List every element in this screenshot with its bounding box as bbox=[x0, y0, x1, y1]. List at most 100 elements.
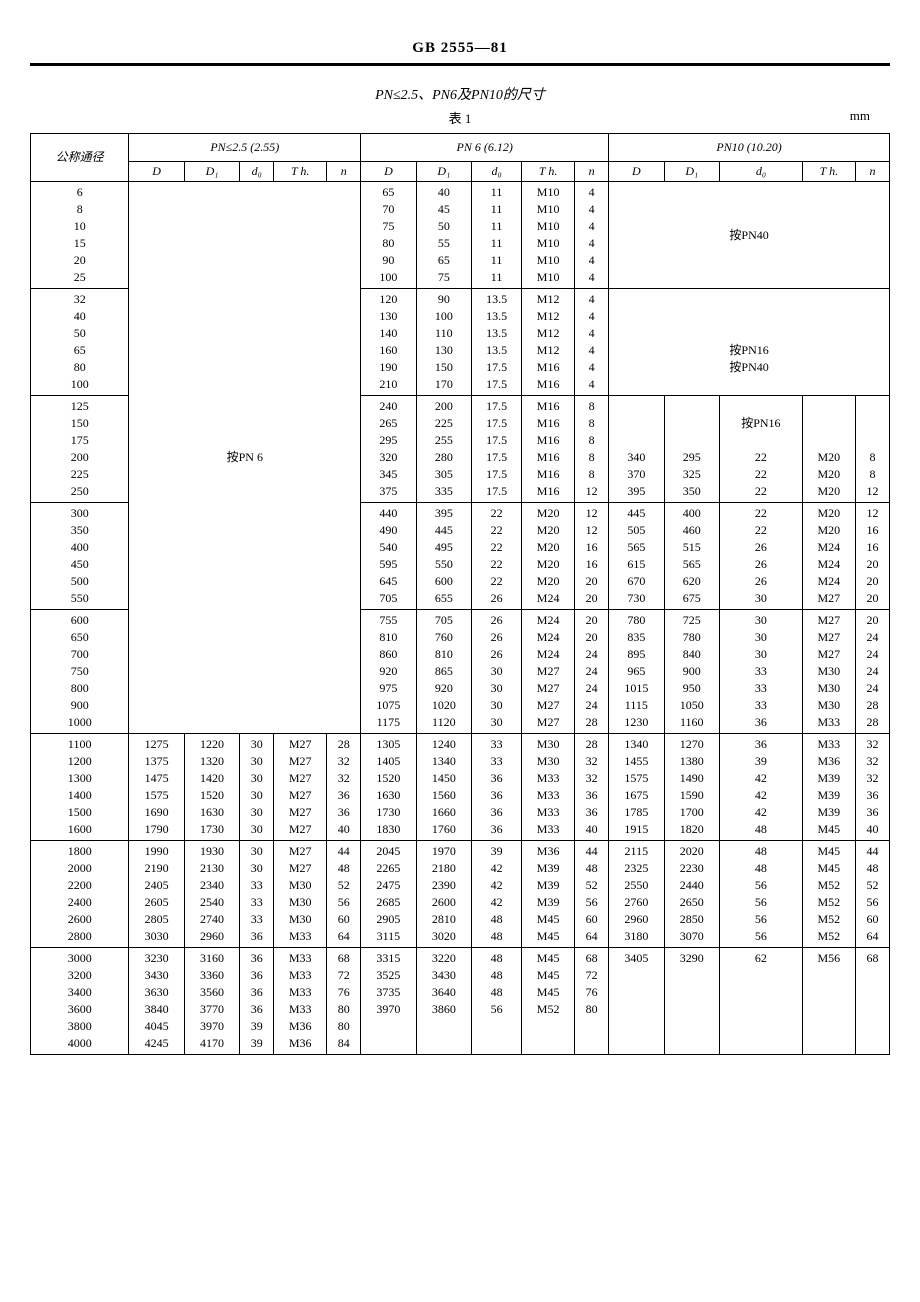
dn-cell: 180020002200240026002800 bbox=[31, 841, 129, 948]
table-row: 1100120013001400150016001275137514751575… bbox=[31, 734, 890, 841]
data-cell: 199021902405260528053030 bbox=[129, 841, 184, 948]
data-cell: 121616202020 bbox=[855, 503, 889, 610]
data-cell: 62 bbox=[719, 948, 802, 1055]
data-cell: 283232363640 bbox=[575, 734, 609, 841]
data-cell: 70576081086592010201120 bbox=[416, 610, 471, 734]
data-cell: 395445495550600655 bbox=[416, 503, 471, 610]
data-cell: 6570758090100 bbox=[361, 182, 416, 289]
data-cell: 127513751475157516901790 bbox=[129, 734, 184, 841]
h-D1: D₁ bbox=[184, 162, 239, 182]
h-n: n bbox=[855, 162, 889, 182]
dn-cell: 6810152025 bbox=[31, 182, 129, 289]
data-cell: 323034303630384040454245 bbox=[129, 948, 184, 1055]
h-Th: T h. bbox=[802, 162, 855, 182]
data-cell: 444852566064 bbox=[327, 841, 361, 948]
flange-table: 公称通径 PN≤2.5 (2.55) PN 6 (6.12) PN10 (10.… bbox=[30, 133, 890, 1055]
data-cell: 20242424242828 bbox=[855, 610, 889, 734]
data-cell: 440490540595645705 bbox=[361, 503, 416, 610]
data-cell: 363942424248 bbox=[719, 734, 802, 841]
data-cell: M45M45M45M52 bbox=[522, 948, 575, 1055]
dn-cell: 300350400450500550 bbox=[31, 503, 129, 610]
data-cell: 444852566064 bbox=[855, 841, 889, 948]
data-cell: M10M10M10M10M10M10 bbox=[522, 182, 575, 289]
data-cell: M20M20M24M24M24M27 bbox=[802, 503, 855, 610]
table-row: 6810152025按PN 66570758090100404550556575… bbox=[31, 182, 890, 289]
col-pn6: PN 6 (6.12) bbox=[361, 134, 609, 162]
data-cell: M27M27M27M27M27M27 bbox=[274, 734, 327, 841]
data-cell: 323232363640 bbox=[855, 734, 889, 841]
pn25-merged-note: 按PN 6 bbox=[129, 182, 361, 734]
table-row: 1800200022002400260028001990219024052605… bbox=[31, 841, 890, 948]
data-cell: 444444 bbox=[575, 289, 609, 396]
dn-cell: 110012001300140015001600 bbox=[31, 734, 129, 841]
data-cell: 445505565615670730 bbox=[609, 503, 664, 610]
h-D: D bbox=[361, 162, 416, 182]
h-D1: D₁ bbox=[664, 162, 719, 182]
data-cell: 26262630303030 bbox=[472, 610, 522, 734]
data-cell: M20M20M20 bbox=[802, 396, 855, 503]
data-cell: M45M45M52M52M52M52 bbox=[802, 841, 855, 948]
data-cell: 200225255280305335 bbox=[416, 396, 471, 503]
data-cell: 8812 bbox=[855, 396, 889, 503]
data-cell: M33M33M33M33M36M36 bbox=[274, 948, 327, 1055]
data-cell: M27M27M30M30M30M33 bbox=[274, 841, 327, 948]
data-cell: 72578084090095010501160 bbox=[664, 610, 719, 734]
data-cell: 111111111111 bbox=[472, 182, 522, 289]
data-cell: 303033333336 bbox=[240, 841, 274, 948]
unit-label: mm bbox=[850, 108, 870, 124]
pn10-note: 按PN16按PN40 bbox=[609, 289, 890, 396]
data-cell: 340370395 bbox=[609, 396, 664, 503]
h-n: n bbox=[575, 162, 609, 182]
data-cell: M12M12M12M12M16M16 bbox=[522, 289, 575, 396]
table-row: 3000320034003600380040003230343036303840… bbox=[31, 948, 890, 1055]
dn-cell: 125150175200225250 bbox=[31, 396, 129, 503]
data-cell: 3220343036403860 bbox=[416, 948, 471, 1055]
data-cell: 444444 bbox=[575, 182, 609, 289]
data-cell: 68727680 bbox=[575, 948, 609, 1055]
data-cell: 130514051520163017301830 bbox=[361, 734, 416, 841]
data-cell: 400460515565620675 bbox=[664, 503, 719, 610]
data-cell: M16M16M16M16M16M16 bbox=[522, 396, 575, 503]
data-cell: 127013801490159017001820 bbox=[664, 734, 719, 841]
data-cell: 75581086092097510751175 bbox=[361, 610, 416, 734]
data-cell: 48484856 bbox=[472, 948, 522, 1055]
data-cell: 484856565656 bbox=[719, 841, 802, 948]
h-Th: T h. bbox=[274, 162, 327, 182]
data-cell: 68 bbox=[855, 948, 889, 1055]
data-cell: 404550556575 bbox=[416, 182, 471, 289]
data-cell: M33M36M39M39M39M45 bbox=[802, 734, 855, 841]
data-cell: 90100110130150170 bbox=[416, 289, 471, 396]
data-cell: M36M39M39M39M45M45 bbox=[522, 841, 575, 948]
data-cell: 444852566064 bbox=[575, 841, 609, 948]
data-cell: 204522652475268529053115 bbox=[361, 841, 416, 948]
data-cell: M56 bbox=[802, 948, 855, 1055]
h-d0: d₀ bbox=[240, 162, 274, 182]
data-cell: M30M30M33M33M33M33 bbox=[522, 734, 575, 841]
data-cell: 295325350 bbox=[664, 396, 719, 503]
h-n: n bbox=[327, 162, 361, 182]
data-cell: 13.513.513.513.517.517.5 bbox=[472, 289, 522, 396]
data-cell: 222226262630 bbox=[719, 503, 802, 610]
data-cell: 124013401450156016601760 bbox=[416, 734, 471, 841]
h-Th: T h. bbox=[522, 162, 575, 182]
dn-cell: 3240506580100 bbox=[31, 289, 129, 396]
col-pn25: PN≤2.5 (2.55) bbox=[129, 134, 361, 162]
data-cell: 333336363636 bbox=[472, 734, 522, 841]
h-D1: D₁ bbox=[416, 162, 471, 182]
page-title: PN≤2.5、PN6及PN10的尺寸 bbox=[30, 84, 890, 104]
data-cell: 按PN16 222222 bbox=[719, 396, 802, 503]
dn-cell: 6006507007508009001000 bbox=[31, 610, 129, 734]
data-cell: 197021802390260028103020 bbox=[416, 841, 471, 948]
data-cell: 780835895965101511151230 bbox=[609, 610, 664, 734]
data-cell: 3290 bbox=[664, 948, 719, 1055]
data-cell: 303030303030 bbox=[240, 734, 274, 841]
data-cell: 687276808084 bbox=[327, 948, 361, 1055]
data-cell: 363636363939 bbox=[240, 948, 274, 1055]
col-pn10: PN10 (10.20) bbox=[609, 134, 890, 162]
data-cell: 30303033333336 bbox=[719, 610, 802, 734]
h-d0: d₀ bbox=[719, 162, 802, 182]
data-cell: 202022302440265028503070 bbox=[664, 841, 719, 948]
data-cell: 222222222226 bbox=[472, 503, 522, 610]
col-dn: 公称通径 bbox=[31, 134, 129, 182]
standard-code: GB 2555—81 bbox=[30, 40, 890, 66]
